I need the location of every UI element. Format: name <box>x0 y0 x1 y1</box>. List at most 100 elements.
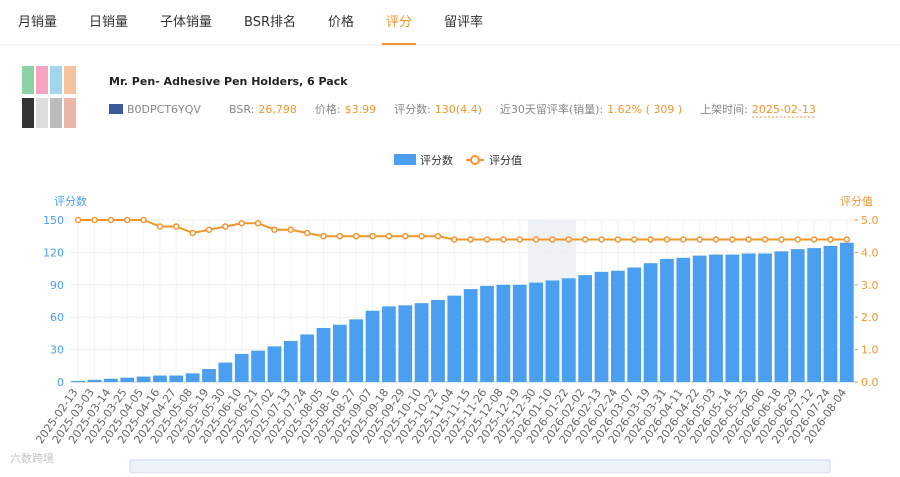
line-point <box>369 232 376 240</box>
bar <box>349 319 364 382</box>
tab[interactable]: 评分 <box>386 15 412 30</box>
field-value: 130(4.4) <box>435 103 482 116</box>
line-point <box>271 226 278 233</box>
bar <box>643 263 658 382</box>
y-tick-label: 30 <box>50 344 64 357</box>
bar <box>365 310 380 382</box>
line-point <box>418 232 425 240</box>
bar <box>480 285 494 382</box>
bar <box>496 284 511 382</box>
bar <box>529 282 543 382</box>
line-point <box>827 236 834 243</box>
bar <box>561 278 576 382</box>
line-point <box>696 236 703 243</box>
line-point <box>843 236 851 243</box>
asin[interactable]: B0DPCT6YQV <box>127 103 201 116</box>
field-label: BSR: <box>229 103 254 116</box>
legend-marker[interactable] <box>470 155 480 165</box>
y2-tick-label: 3.0 <box>861 279 879 292</box>
line-point <box>123 216 131 224</box>
tab-underline <box>382 43 417 45</box>
product-image <box>22 66 76 128</box>
bar <box>758 253 772 382</box>
line-point <box>467 236 474 243</box>
bar <box>185 373 200 382</box>
line-point <box>385 232 393 240</box>
y2-axis-title: 评分值 <box>840 195 873 208</box>
bar <box>267 346 282 382</box>
line-point <box>402 232 409 240</box>
bar <box>692 255 707 382</box>
scrollbar[interactable] <box>129 459 831 474</box>
bar <box>839 242 854 382</box>
bar <box>545 280 560 382</box>
field-label: 评分数: <box>394 103 431 116</box>
bar <box>251 350 265 382</box>
line-point <box>189 229 196 237</box>
line-point <box>663 236 671 243</box>
line-point <box>565 236 573 243</box>
y-axis-title: 评分数 <box>54 195 87 208</box>
bar <box>594 271 609 382</box>
field-label: 价格: <box>315 102 341 116</box>
bar <box>610 270 625 382</box>
line-point <box>745 236 752 243</box>
line-point <box>238 219 245 227</box>
line-point <box>532 236 540 243</box>
bar <box>414 303 429 382</box>
bar <box>512 284 527 382</box>
tab[interactable]: 子体销量 <box>160 15 212 30</box>
bar <box>790 249 805 382</box>
line-point <box>614 236 622 243</box>
bar <box>283 340 298 382</box>
bar <box>87 379 102 382</box>
bar <box>382 306 396 382</box>
bar <box>120 377 135 382</box>
line-point <box>549 236 556 243</box>
line-point <box>581 236 589 243</box>
bar <box>218 362 233 382</box>
line-point <box>205 226 213 233</box>
line-point <box>794 236 802 243</box>
tab[interactable]: 日销量 <box>89 15 128 30</box>
bar <box>202 369 216 382</box>
bar <box>463 289 478 382</box>
line-point <box>91 216 98 224</box>
bar <box>823 245 838 382</box>
line-point <box>173 223 180 230</box>
line-point <box>451 236 458 243</box>
y2-tick-label: 0.0 <box>861 376 879 389</box>
line-point <box>74 216 82 224</box>
bar <box>447 295 462 382</box>
line-point <box>516 236 523 243</box>
y2-tick-label: 5.0 <box>861 214 879 227</box>
field-label: 近30天留评率(销量): <box>500 102 603 116</box>
tab[interactable]: 价格 <box>328 14 354 30</box>
bar <box>578 275 593 382</box>
bar <box>398 305 413 382</box>
legend-label[interactable]: 评分数 <box>420 154 453 167</box>
line-point <box>761 236 769 243</box>
legend-label[interactable]: 评分值 <box>489 154 522 167</box>
line-point <box>729 236 736 243</box>
field-value: $3.99 <box>345 103 377 116</box>
bar <box>676 257 691 382</box>
bar <box>316 328 331 382</box>
bar <box>136 376 151 382</box>
y2-tick-label: 4.0 <box>861 246 879 259</box>
bar <box>71 380 86 382</box>
tab[interactable]: BSR排名 <box>244 14 296 30</box>
line-point <box>352 232 360 240</box>
watermark: 六数跨境 <box>10 451 54 465</box>
us-flag <box>109 104 123 114</box>
bar <box>660 258 674 382</box>
tab[interactable]: 留评率 <box>444 14 483 30</box>
line-point <box>598 236 605 243</box>
y-tick-label: 90 <box>50 279 64 292</box>
legend-swatch[interactable] <box>394 154 416 165</box>
line-point <box>630 236 638 243</box>
line-point <box>222 223 229 230</box>
line-point <box>320 232 327 240</box>
tab[interactable]: 月销量 <box>18 15 57 30</box>
y2-tick-label: 2.0 <box>861 311 879 324</box>
